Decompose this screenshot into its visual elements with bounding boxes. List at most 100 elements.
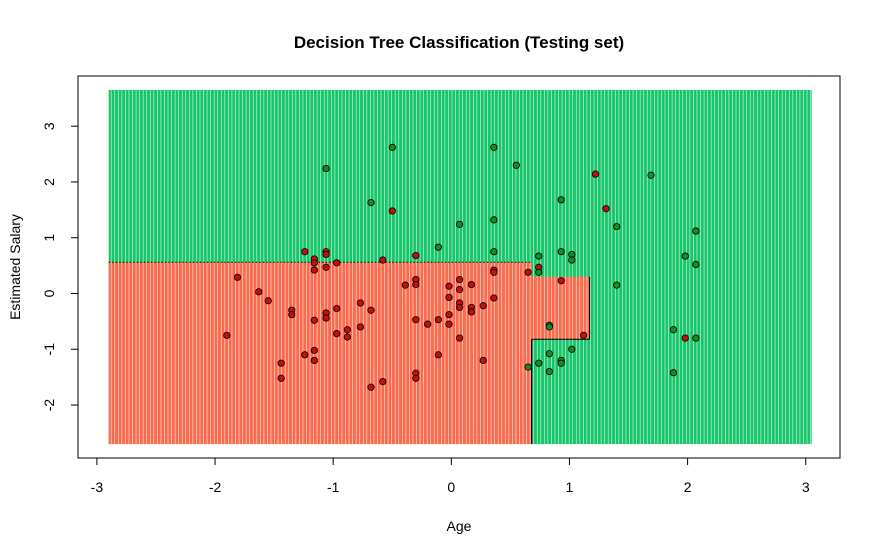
point-class-1: [647, 171, 655, 179]
point-class-0: [412, 251, 420, 260]
region-class-0-0: [108, 262, 532, 445]
point-class-1: [692, 260, 700, 269]
point-class-1: [669, 369, 678, 377]
grid-stripes: [108, 89, 811, 445]
y-tick-label: 1: [41, 234, 57, 242]
point-class-1: [557, 196, 565, 204]
point-class-1: [545, 350, 553, 358]
point-class-1: [692, 334, 700, 342]
point-class-1: [557, 359, 565, 367]
point-class-0: [333, 330, 341, 338]
scatter-points: [223, 143, 700, 391]
point-class-1: [434, 243, 442, 251]
point-class-0: [467, 308, 476, 316]
point-class-0: [681, 334, 689, 342]
x-tick-label: 2: [684, 479, 692, 495]
point-class-0: [455, 303, 464, 312]
point-class-1: [568, 256, 576, 264]
point-class-1: [455, 220, 464, 228]
point-class-1: [568, 345, 576, 353]
point-class-0: [412, 280, 420, 289]
point-class-1: [669, 326, 678, 334]
point-class-0: [479, 356, 487, 365]
region-class-0-1: [531, 276, 590, 340]
point-class-0: [356, 323, 364, 331]
point-class-0: [233, 273, 242, 281]
point-class-0: [343, 333, 351, 341]
point-class-1: [322, 164, 330, 173]
point-class-1: [524, 363, 532, 371]
point-class-0: [356, 299, 364, 307]
point-class-1: [388, 143, 396, 151]
point-class-0: [277, 359, 285, 367]
point-class-0: [490, 294, 498, 302]
point-class-0: [445, 320, 453, 328]
chart-title: Decision Tree Classification (Testing se…: [294, 33, 624, 52]
point-class-0: [288, 311, 296, 319]
point-class-0: [445, 293, 453, 301]
point-class-1: [692, 227, 700, 235]
point-class-1: [545, 367, 553, 376]
point-class-0: [602, 205, 610, 213]
y-tick-label: 3: [41, 122, 57, 130]
point-class-1: [490, 216, 498, 224]
point-class-0: [310, 259, 318, 267]
point-class-1: [535, 268, 543, 276]
point-class-1: [613, 222, 621, 231]
point-class-1: [367, 198, 375, 207]
y-tick-label: -2: [41, 399, 57, 412]
point-class-0: [333, 304, 341, 313]
point-class-0: [434, 316, 442, 324]
point-class-0: [412, 316, 420, 324]
point-class-0: [367, 383, 375, 391]
point-class-0: [277, 374, 285, 382]
x-tick-label: 3: [802, 479, 810, 495]
point-class-0: [455, 285, 464, 294]
y-axis: -2 -1 0 1 2 3: [41, 122, 78, 411]
point-class-0: [322, 314, 330, 322]
y-axis-label: Estimated Salary: [7, 214, 23, 320]
y-tick-label: -1: [41, 343, 57, 356]
point-class-1: [545, 323, 553, 331]
x-axis-label: Age: [447, 518, 472, 534]
point-class-0: [322, 263, 330, 271]
point-class-1: [490, 143, 498, 151]
point-class-0: [343, 326, 351, 334]
x-tick-label: -2: [209, 479, 222, 495]
point-class-0: [310, 266, 318, 274]
point-class-0: [310, 316, 318, 324]
point-class-0: [524, 268, 532, 276]
point-class-0: [264, 297, 272, 305]
point-class-0: [333, 259, 341, 267]
point-class-1: [512, 161, 520, 169]
point-class-1: [557, 248, 565, 256]
point-class-1: [535, 359, 543, 367]
x-tick-label: -3: [91, 479, 104, 495]
point-class-0: [255, 288, 263, 296]
point-class-0: [445, 311, 453, 319]
y-tick-label: 2: [41, 178, 57, 186]
point-class-0: [479, 302, 487, 310]
point-class-0: [490, 268, 498, 276]
point-class-0: [388, 207, 396, 215]
point-class-0: [310, 356, 318, 365]
point-class-1: [535, 252, 543, 260]
point-class-0: [412, 374, 420, 382]
point-class-0: [455, 334, 464, 342]
point-class-0: [322, 250, 330, 259]
point-class-1: [490, 248, 498, 256]
y-tick-label: 0: [41, 289, 57, 297]
point-class-0: [301, 351, 309, 359]
point-class-0: [379, 256, 387, 264]
x-axis: -3 -2 -1 0 1 2 3: [91, 457, 810, 495]
point-class-0: [455, 275, 464, 284]
point-class-0: [379, 377, 387, 386]
point-class-0: [591, 170, 600, 178]
point-class-1: [681, 252, 689, 260]
point-class-0: [401, 281, 409, 289]
x-tick-label: 0: [447, 479, 455, 495]
point-class-0: [424, 320, 432, 328]
point-class-0: [367, 306, 375, 314]
x-tick-label: -1: [327, 479, 340, 495]
